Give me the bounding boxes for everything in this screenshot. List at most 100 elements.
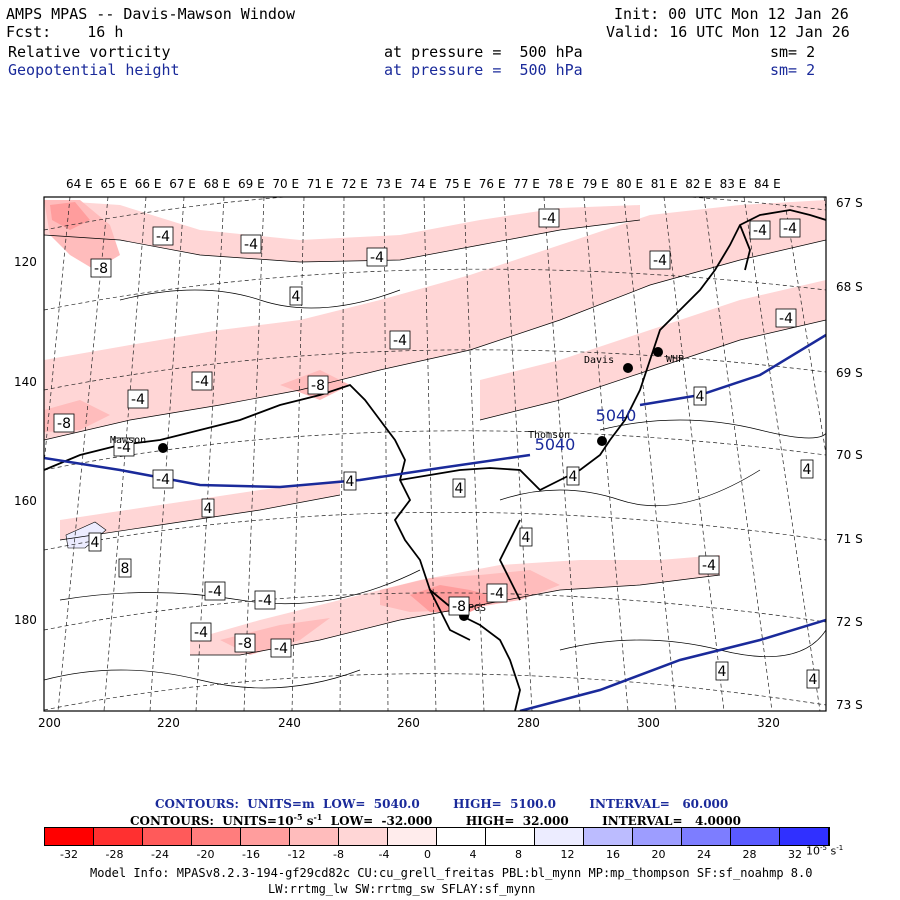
lon-label: 76 E <box>478 177 506 191</box>
vorticity-label: 4 <box>800 459 814 479</box>
lon-label: 70 E <box>272 177 300 191</box>
vorticity-label: -8 <box>234 633 256 653</box>
x-tick-label: 300 <box>637 716 660 730</box>
lat-label: 67 S <box>836 196 863 210</box>
lon-label: 73 E <box>375 177 403 191</box>
svg-text:-8: -8 <box>57 416 71 432</box>
colorbar-swatch <box>143 828 192 845</box>
vorticity-label: -4 <box>749 220 771 240</box>
vorticity-label: -8 <box>448 596 470 616</box>
colorbar-label: -8 <box>333 848 344 861</box>
lat-label: 68 S <box>836 280 863 294</box>
vorticity-label: -4 <box>486 583 508 603</box>
svg-text:4: 4 <box>696 389 705 405</box>
vorticity-label: -4 <box>270 638 292 658</box>
y-tick-label: 160 <box>14 494 37 508</box>
colorbar-swatch <box>437 828 486 845</box>
colorbar-label: 16 <box>606 848 620 861</box>
vorticity-label: -8 <box>53 413 75 433</box>
field2-name: Geopotential height <box>8 61 180 79</box>
lon-label: 71 E <box>306 177 334 191</box>
height-contour-labels: 5040 5040 <box>535 406 637 454</box>
height-label: 5040 <box>535 435 576 454</box>
cb-units-exp2: -1 <box>836 844 844 852</box>
vorticity-label: -4 <box>113 437 135 457</box>
station-label-pgs: PGS <box>468 603 487 614</box>
svg-text:-4: -4 <box>195 374 209 390</box>
colorbar-label: -28 <box>105 848 124 861</box>
contour-range: LOW= -32.000 HIGH= 32.000 INTERVAL= 4.00… <box>322 814 741 828</box>
x-tick-label: 220 <box>157 716 180 730</box>
vorticity-label: 4 <box>452 478 466 498</box>
lat-label: 69 S <box>836 366 863 380</box>
svg-text:-4: -4 <box>274 641 288 657</box>
vorticity-label: -4 <box>538 208 560 228</box>
svg-text:-4: -4 <box>258 593 272 609</box>
vorticity-contour-labels: -4 -4 -8 -4 -4 4 -4 -4 -8 -4 -8 -4 -4 -4 -4 -4 4 -4 4 4 4 4 8 4… <box>53 208 820 689</box>
vorticity-label: -4 <box>775 308 797 328</box>
contour-units-exp2: -1 <box>313 812 323 822</box>
lon-label: 69 E <box>238 177 265 191</box>
x-tick-label: 280 <box>517 716 540 730</box>
colorbar-label: 28 <box>742 848 757 861</box>
vorticity-label: -8 <box>307 375 329 395</box>
lon-label: 80 E <box>616 177 644 191</box>
x-tick-label: 320 <box>757 716 780 730</box>
svg-text:-4: -4 <box>194 625 208 641</box>
height-label: 5040 <box>596 406 637 425</box>
colorbar-label: -20 <box>196 848 215 861</box>
svg-text:4: 4 <box>809 672 818 688</box>
svg-text:4: 4 <box>569 469 578 485</box>
colorbar-swatch <box>682 828 731 845</box>
colorbar-label: -4 <box>378 848 390 861</box>
colorbar-label: 4 <box>469 848 477 861</box>
colorbar-swatch <box>731 828 780 845</box>
x-tick-label: 260 <box>397 716 420 730</box>
colorbar-swatch <box>388 828 437 845</box>
svg-text:-4: -4 <box>131 392 145 408</box>
lon-label: 78 E <box>547 177 575 191</box>
station-label-thomson: Thomson <box>528 430 571 441</box>
station-label-mawson: Mawson <box>110 435 147 446</box>
lat-label: 72 S <box>836 615 863 629</box>
lon-label: 84 E <box>754 177 781 191</box>
model-info-line1: Model Info: MPASv8.2.3-194-gf29cd82c CU:… <box>90 866 813 880</box>
lon-label: 66 E <box>134 177 162 191</box>
lat-label: 70 S <box>836 448 863 462</box>
field2-level: at pressure = 500 hPa <box>384 61 583 79</box>
svg-text:8: 8 <box>121 561 130 577</box>
field1-name: Relative vorticity <box>8 43 171 61</box>
colorbar-label: -32 <box>60 848 78 861</box>
svg-text:4: 4 <box>91 535 100 551</box>
svg-text:4: 4 <box>204 501 213 517</box>
svg-text:-4: -4 <box>156 229 170 245</box>
colorbar-swatch <box>290 828 339 845</box>
forecast-hour: Fcst: 16 h <box>6 23 124 41</box>
colorbar-label: 20 <box>651 848 666 861</box>
colorbar-swatch <box>192 828 241 845</box>
y-tick-label: 140 <box>14 375 37 389</box>
station-label-whp: WHP <box>666 354 685 365</box>
geopotential-height-5040 <box>44 333 826 711</box>
svg-text:-4: -4 <box>208 584 222 600</box>
contour-info-vorticity: CONTOURS: UNITS=10-5 s-1 LOW= -32.000 HI… <box>130 812 741 828</box>
svg-text:-4: -4 <box>753 223 767 239</box>
vorticity-label: 4 <box>715 661 729 681</box>
cb-units-s: s <box>830 844 837 858</box>
colorbar-label: 8 <box>515 848 522 861</box>
model-info-line2: LW:rrtmg_lw SW:rrtmg_sw SFLAY:sf_mynn <box>268 882 536 896</box>
colorbar-label: -12 <box>287 848 306 861</box>
colorbar-swatch <box>633 828 682 845</box>
valid-time: Valid: 16 UTC Mon 12 Jan 26 <box>606 23 850 41</box>
colorbar-swatch <box>486 828 535 845</box>
svg-text:4: 4 <box>292 289 301 305</box>
colorbar-label: -16 <box>242 848 260 861</box>
y-tick-label: 180 <box>14 613 37 627</box>
vorticity-label: -4 <box>190 622 212 642</box>
colorbar-swatch <box>94 828 143 845</box>
lon-label: 74 E <box>410 177 437 191</box>
colorbar-swatch <box>584 828 633 845</box>
vorticity-label: 4 <box>806 669 820 689</box>
svg-text:4: 4 <box>803 462 812 478</box>
colorbar-swatch <box>780 828 829 845</box>
